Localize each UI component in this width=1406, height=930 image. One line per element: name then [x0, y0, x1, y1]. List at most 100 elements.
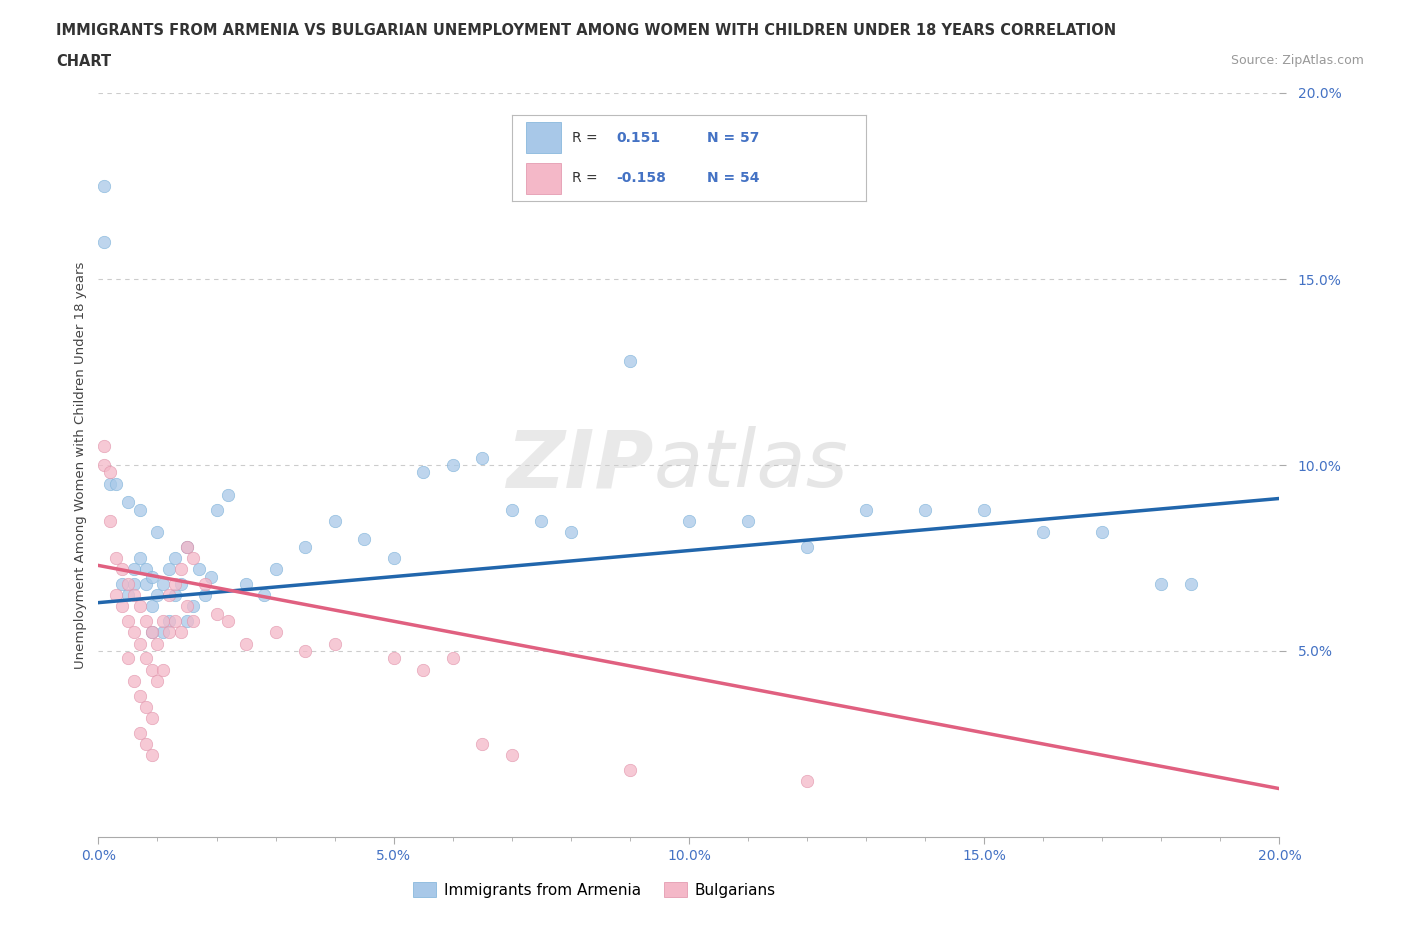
Point	[128, 502, 150, 517]
Point	[152, 662, 174, 677]
Point	[141, 625, 163, 640]
Point	[93, 179, 115, 193]
Text: Source: ZipAtlas.com: Source: ZipAtlas.com	[1230, 54, 1364, 67]
Point	[98, 513, 121, 528]
Point	[117, 495, 139, 510]
Point	[152, 614, 174, 629]
Point	[471, 450, 494, 465]
Point	[135, 577, 157, 591]
Point	[471, 737, 494, 751]
Point	[141, 748, 163, 763]
Point	[855, 502, 877, 517]
Point	[678, 513, 700, 528]
Point	[441, 458, 464, 472]
Point	[194, 577, 217, 591]
Point	[264, 562, 287, 577]
Point	[141, 662, 163, 677]
Point	[152, 625, 174, 640]
Point	[128, 551, 150, 565]
Point	[157, 588, 180, 603]
Point	[737, 513, 759, 528]
Point	[146, 636, 169, 651]
Point	[141, 599, 163, 614]
Point	[157, 625, 180, 640]
Point	[323, 636, 346, 651]
Point	[141, 711, 163, 725]
Point	[117, 588, 139, 603]
Point	[135, 737, 157, 751]
Point	[176, 614, 198, 629]
Point	[152, 577, 174, 591]
Point	[205, 606, 228, 621]
Point	[353, 532, 375, 547]
Point	[146, 588, 169, 603]
Point	[323, 513, 346, 528]
Point	[105, 588, 128, 603]
Point	[117, 614, 139, 629]
Point	[501, 748, 523, 763]
Point	[1150, 577, 1173, 591]
Point	[294, 539, 316, 554]
Point	[146, 673, 169, 688]
Text: IMMIGRANTS FROM ARMENIA VS BULGARIAN UNEMPLOYMENT AMONG WOMEN WITH CHILDREN UNDE: IMMIGRANTS FROM ARMENIA VS BULGARIAN UNE…	[56, 23, 1116, 38]
Point	[122, 577, 145, 591]
Point	[205, 502, 228, 517]
Text: CHART: CHART	[56, 54, 111, 69]
Point	[382, 651, 405, 666]
Point	[412, 465, 434, 480]
Text: ZIP: ZIP	[506, 426, 654, 504]
Point	[135, 699, 157, 714]
Point	[796, 774, 818, 789]
Point	[128, 725, 150, 740]
Point	[560, 525, 582, 539]
Point	[93, 234, 115, 249]
Point	[122, 588, 145, 603]
Point	[217, 487, 239, 502]
Point	[117, 651, 139, 666]
Point	[181, 551, 204, 565]
Point	[176, 599, 198, 614]
Point	[135, 651, 157, 666]
Point	[105, 476, 128, 491]
Point	[165, 577, 187, 591]
Point	[122, 625, 145, 640]
Point	[98, 476, 121, 491]
Point	[141, 569, 163, 584]
Point	[441, 651, 464, 666]
Point	[98, 465, 121, 480]
Point	[170, 577, 193, 591]
Point	[1180, 577, 1202, 591]
Point	[530, 513, 553, 528]
Point	[93, 458, 115, 472]
Legend: Immigrants from Armenia, Bulgarians: Immigrants from Armenia, Bulgarians	[408, 875, 782, 904]
Point	[1032, 525, 1054, 539]
Point	[141, 625, 163, 640]
Point	[128, 636, 150, 651]
Y-axis label: Unemployment Among Women with Children Under 18 years: Unemployment Among Women with Children U…	[75, 261, 87, 669]
Point	[128, 599, 150, 614]
Point	[122, 673, 145, 688]
Point	[294, 644, 316, 658]
Point	[111, 599, 134, 614]
Point	[796, 539, 818, 554]
Point	[170, 562, 193, 577]
Point	[157, 614, 180, 629]
Point	[146, 525, 169, 539]
Point	[619, 353, 641, 368]
Point	[200, 569, 222, 584]
Point	[914, 502, 936, 517]
Point	[264, 625, 287, 640]
Point	[235, 577, 257, 591]
Point	[382, 551, 405, 565]
Point	[111, 577, 134, 591]
Point	[194, 588, 217, 603]
Point	[181, 614, 204, 629]
Point	[165, 614, 187, 629]
Point	[1091, 525, 1114, 539]
Point	[170, 625, 193, 640]
Point	[187, 562, 209, 577]
Point	[412, 662, 434, 677]
Point	[217, 614, 239, 629]
Point	[973, 502, 995, 517]
Point	[165, 588, 187, 603]
